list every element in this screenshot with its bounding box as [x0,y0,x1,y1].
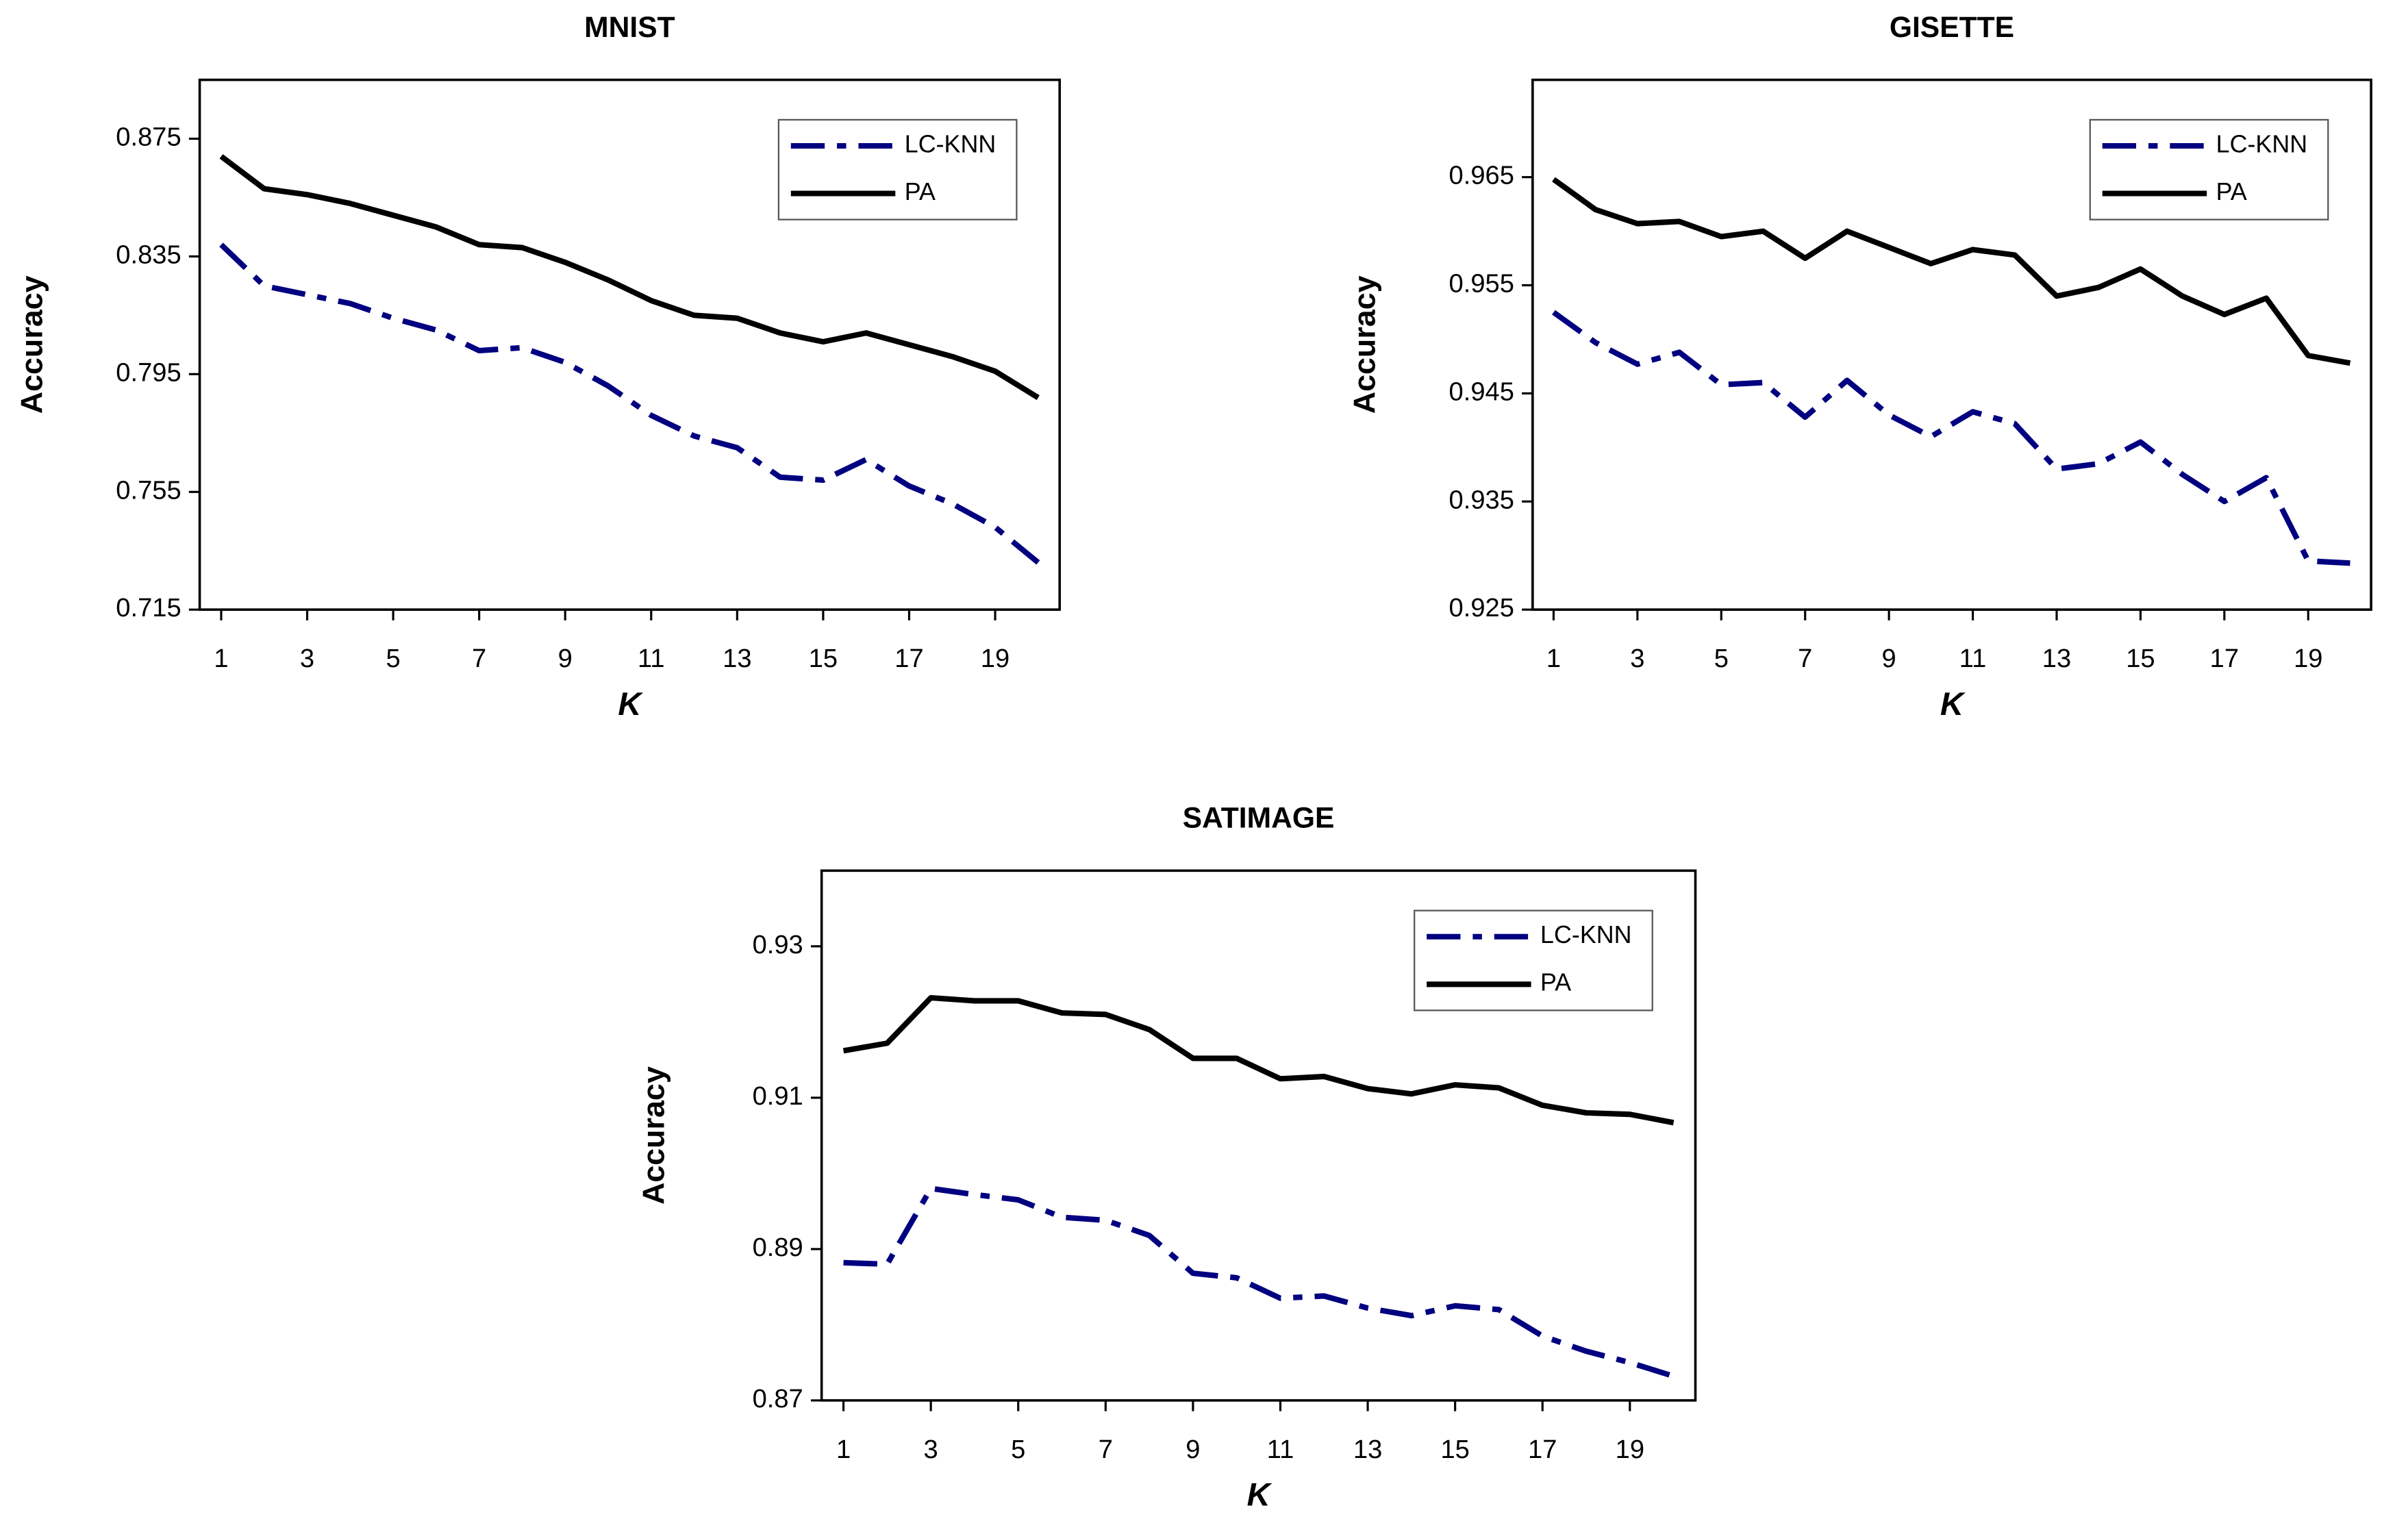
x-tick-label: 11 [1267,1435,1294,1464]
chart-title: GISETTE [1890,11,2014,44]
x-axis-label: K [1247,1476,1272,1513]
legend-label: PA [1540,969,1571,996]
legend-box [2089,118,2329,221]
x-tick-label: 3 [1630,644,1644,673]
x-tick-label: 7 [1099,1435,1113,1464]
x-tick-label: 13 [2042,644,2071,673]
y-axis-label: Accuracy [1347,275,1382,414]
y-axis-label: Accuracy [636,1066,670,1205]
x-tick-label: 17 [1528,1435,1557,1464]
x-tick-label: 15 [809,644,838,673]
y-tick-label: 0.875 [116,123,181,152]
x-tick-label: 19 [2294,644,2322,673]
data-line [219,154,1040,401]
legend-box [1414,909,1653,1011]
x-tick-label: 17 [894,644,923,673]
x-tick-label: 1 [836,1435,851,1464]
x-tick-label: 7 [472,644,486,673]
y-tick-label: 0.955 [1449,270,1514,299]
y-tick-label: 0.935 [1449,486,1514,514]
legend-label: PA [2216,178,2247,205]
legend: LC-KNN PA [1414,909,1653,1011]
y-axis-label: Accuracy [14,275,49,414]
x-tick-label: 1 [214,644,228,673]
chart: MNIST K Accuracy 0.715 0.755 0.795 0.835 0.875 1… [14,11,1062,722]
chart: GISETTE K Accuracy 0.925 0.935 0.945 0.955 0.96… [1347,11,2372,722]
legend-label: LC-KNN [2216,130,2307,158]
x-tick-label: 11 [1959,644,1987,673]
x-tick-label: 3 [300,644,314,673]
x-tick-label: 15 [2126,644,2155,673]
y-tick-label: 0.795 [116,358,181,387]
legend-label: LC-KNN [905,130,996,158]
data-line [1552,177,2351,366]
y-tick-label: 0.715 [116,594,181,623]
chart-title: SATIMAGE [1183,802,1335,835]
chart-title: MNIST [584,11,675,44]
legend-box [777,118,1018,221]
x-tick-label: 19 [1616,1435,1644,1464]
data-line [219,242,1040,565]
legend: LC-KNN PA [2089,118,2329,221]
x-tick-label: 9 [558,644,573,673]
x-tick-label: 9 [1882,644,1896,673]
x-tick-label: 1 [1546,644,1561,673]
x-tick-label: 9 [1186,1435,1200,1464]
legend: LC-KNN PA [777,118,1018,221]
y-tick-label: 0.91 [753,1082,803,1111]
x-tick-label: 7 [1798,644,1812,673]
x-tick-label: 3 [924,1435,938,1464]
y-tick-label: 0.89 [753,1233,803,1262]
y-tick-label: 0.965 [1449,162,1514,190]
x-tick-label: 19 [981,644,1009,673]
x-tick-label: 11 [638,644,665,673]
x-tick-label: 5 [1011,1435,1025,1464]
x-tick-label: 13 [1353,1435,1382,1464]
x-tick-label: 17 [2210,644,2239,673]
x-tick-label: 15 [1440,1435,1469,1464]
y-tick-label: 0.93 [753,931,803,959]
legend-label: PA [905,178,936,205]
y-tick-label: 0.87 [753,1385,803,1413]
data-line [843,1185,1675,1379]
x-tick-label: 13 [723,644,751,673]
y-tick-label: 0.755 [116,476,181,505]
data-line [842,994,1675,1126]
x-axis-label: K [618,686,643,722]
x-tick-label: 5 [1714,644,1729,673]
legend-label: LC-KNN [1540,921,1632,948]
data-line [1552,310,2350,566]
y-tick-label: 0.925 [1449,594,1514,623]
x-axis-label: K [1940,686,1966,722]
y-tick-label: 0.835 [116,241,181,270]
x-tick-label: 5 [386,644,400,673]
y-tick-label: 0.945 [1449,377,1514,406]
